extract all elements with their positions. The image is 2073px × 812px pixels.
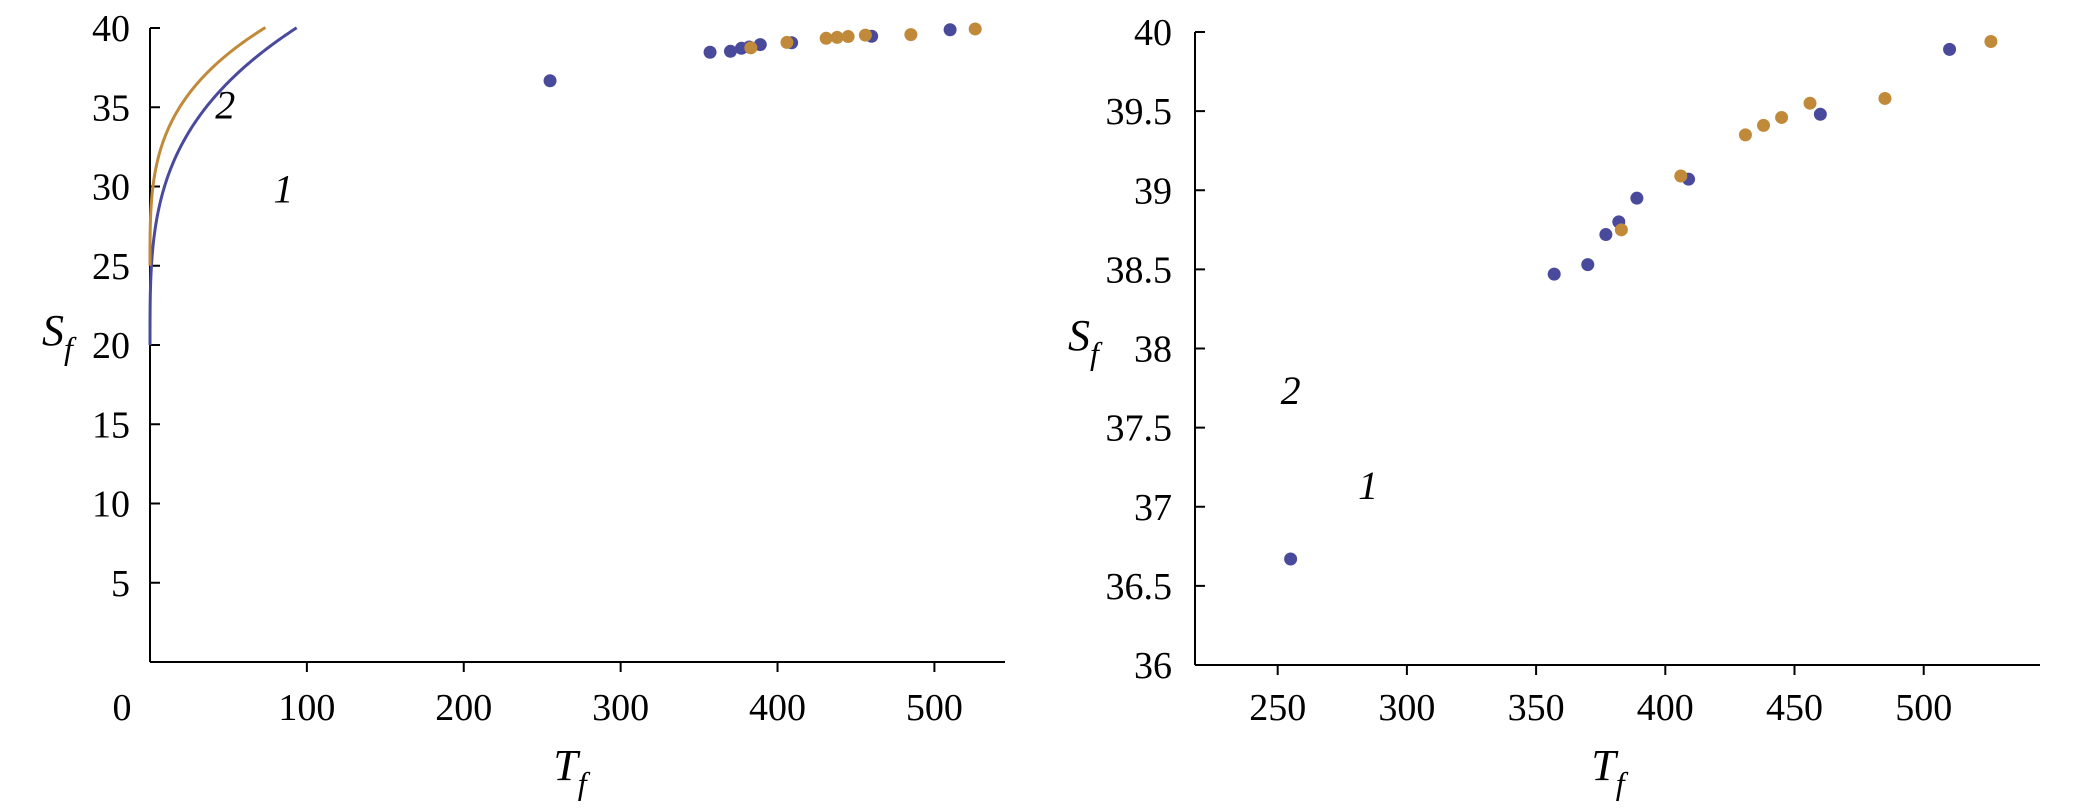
y-tick-label: 39.5 [1106, 91, 1173, 133]
y-tick-label: 40 [92, 8, 130, 50]
series-1-point [1813, 107, 1827, 121]
y-tick-label: 38 [1134, 329, 1172, 371]
series-1-curve [148, 26, 298, 346]
series-2-point [780, 35, 794, 49]
curve-label-2: 2 [1281, 368, 1301, 413]
y-axis-title: Sf [1068, 311, 1103, 371]
series-2-point [1614, 223, 1628, 237]
x-axis-title-sub: f [1616, 765, 1629, 801]
y-tick-label: 36 [1134, 645, 1172, 687]
x-tick-label: 0 [113, 687, 132, 729]
series-2-point [1757, 118, 1771, 132]
y-tick-label: 10 [92, 484, 130, 526]
series-2-point [1775, 110, 1789, 124]
series-2-point [1878, 91, 1892, 105]
series-2-point [1738, 128, 1752, 142]
y-tick-label: 35 [92, 87, 130, 129]
x-tick-label: 300 [592, 687, 649, 729]
series-1-point [1943, 42, 1957, 56]
curve-label-1: 1 [273, 166, 293, 211]
series-2-point [744, 41, 758, 55]
series-1-point [543, 74, 557, 88]
series-1-point [1599, 228, 1613, 242]
y-tick-label: 36.5 [1106, 566, 1173, 608]
series-2-point [904, 28, 918, 42]
x-tick-label: 100 [278, 687, 335, 729]
x-axis-title-main: T [553, 741, 581, 790]
y-tick-label: 39 [1134, 170, 1172, 212]
y-axis-title-main: S [42, 306, 64, 355]
series-1-point [1284, 552, 1298, 566]
series-1-point [723, 44, 737, 58]
x-tick-label: 500 [906, 687, 963, 729]
y-tick-label: 5 [111, 563, 130, 605]
series-2-point [858, 28, 872, 42]
curve-label-1: 1 [1358, 463, 1378, 508]
series-2-point [1803, 96, 1817, 110]
x-axis-title-sub: f [578, 765, 591, 801]
series-2-point [841, 30, 855, 44]
x-axis-title: Tf [1591, 741, 1628, 801]
series-1-point [1547, 267, 1561, 281]
x-tick-label: 350 [1508, 687, 1565, 729]
x-tick-label: 250 [1249, 687, 1306, 729]
x-tick-label: 200 [435, 687, 492, 729]
y-axis-title: Sf [42, 306, 77, 366]
series-1-point [703, 45, 717, 59]
y-tick-label: 25 [92, 246, 130, 288]
y-tick-label: 37 [1134, 487, 1172, 529]
y-tick-label: 40 [1134, 12, 1172, 54]
x-axis-title: Tf [553, 741, 590, 801]
series-1-point [1581, 258, 1595, 272]
x-tick-label: 400 [749, 687, 806, 729]
y-tick-label: 38.5 [1106, 249, 1173, 291]
y-tick-label: 20 [92, 325, 130, 367]
x-tick-label: 300 [1378, 687, 1435, 729]
series-2-point [819, 31, 833, 45]
series-2-point [1674, 169, 1688, 183]
series-1-point [943, 23, 957, 37]
y-tick-label: 30 [92, 167, 130, 209]
x-tick-label: 500 [1895, 687, 1952, 729]
right-chart: 250 300 350 400 450 500 36 36.5 37 37.5 38 38.5 39 39… [1068, 12, 2040, 801]
curve-label-2: 2 [215, 82, 235, 127]
y-tick-label: 15 [92, 404, 130, 446]
series-2-point [968, 22, 982, 36]
x-tick-label: 450 [1766, 687, 1823, 729]
series-2-curve [148, 26, 267, 266]
series-1-point [1630, 191, 1644, 205]
y-axis-title-sub: f [1090, 335, 1103, 371]
y-axis-title-sub: f [64, 330, 77, 366]
x-axis-title-main: T [1591, 741, 1619, 790]
y-axis-title-main: S [1068, 311, 1090, 360]
x-tick-label: 400 [1637, 687, 1694, 729]
series-2-point [830, 30, 844, 44]
series-2-point [1984, 34, 1998, 48]
y-tick-label: 37.5 [1106, 408, 1173, 450]
